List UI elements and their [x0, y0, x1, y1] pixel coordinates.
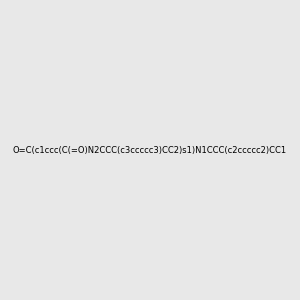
- Text: O=C(c1ccc(C(=O)N2CCC(c3ccccc3)CC2)s1)N1CCC(c2ccccc2)CC1: O=C(c1ccc(C(=O)N2CCC(c3ccccc3)CC2)s1)N1C…: [13, 146, 287, 154]
